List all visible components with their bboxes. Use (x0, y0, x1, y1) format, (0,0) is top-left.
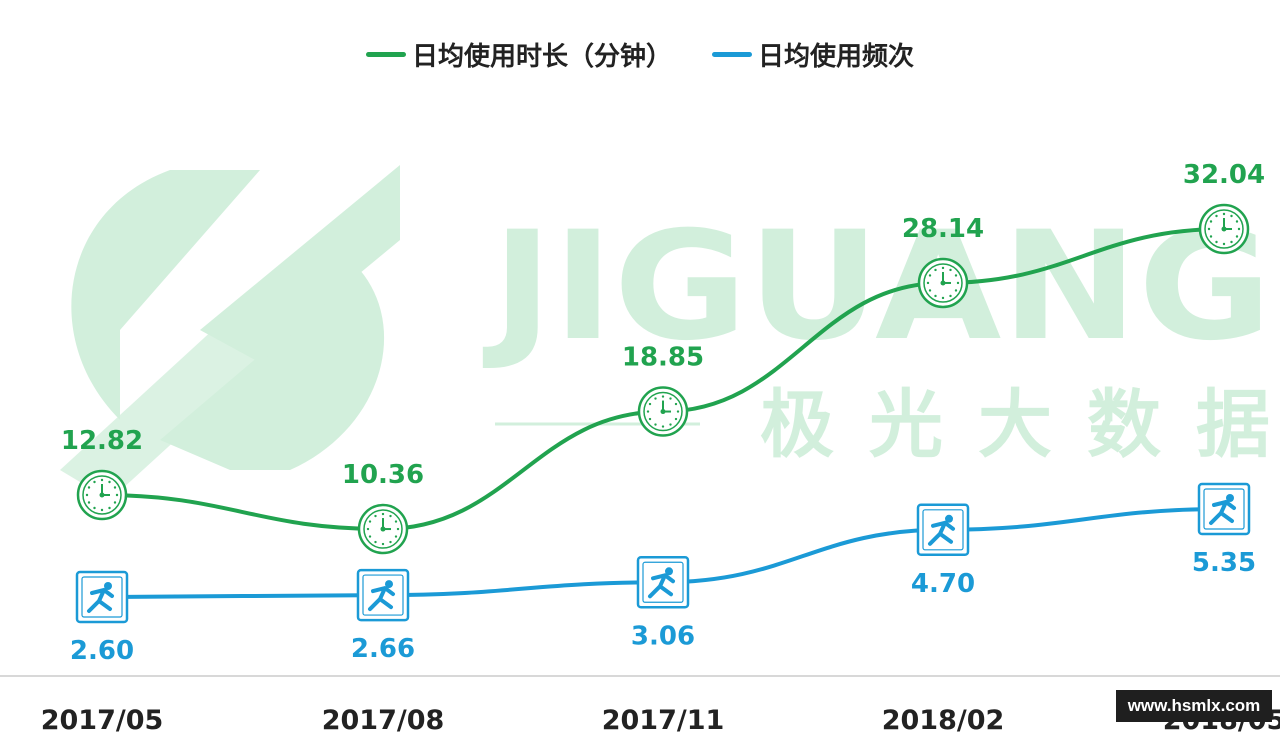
clock-icon (76, 469, 128, 521)
legend-item-duration: 日均使用时长（分钟） (365, 36, 672, 73)
data-label-frequency: 5.35 (1192, 548, 1256, 578)
legend-label-frequency: 日均使用频次 (758, 42, 915, 72)
x-tick-label: 2017/11 (602, 705, 725, 732)
data-label-duration: 32.04 (1183, 160, 1265, 190)
watermark-logo: JIGUANG 极光大数据 (60, 165, 1272, 500)
data-label-frequency: 3.06 (631, 621, 695, 651)
data-label-duration: 28.14 (902, 214, 984, 244)
watermark-brand: JIGUANG (482, 200, 1272, 374)
legend-swatch-duration (365, 52, 406, 57)
clock-icon (1198, 203, 1250, 255)
legend-item-frequency: 日均使用频次 (712, 36, 914, 73)
watermark-emblem (60, 165, 400, 500)
x-tick-label: 2017/05 (41, 705, 164, 732)
data-label-duration: 18.85 (622, 343, 704, 373)
runner-icon (1197, 482, 1251, 536)
data-label-frequency: 2.60 (70, 636, 134, 666)
x-tick-label: 2017/08 (322, 705, 445, 732)
data-label-frequency: 4.70 (911, 569, 975, 599)
x-tick-label: 2018/02 (882, 705, 1005, 732)
clock-icon (637, 386, 689, 437)
clock-icon (357, 503, 409, 555)
clock-icon (917, 257, 969, 309)
legend-swatch-frequency (712, 52, 752, 57)
legend: 日均使用时长（分钟） 日均使用频次 (0, 36, 1280, 73)
data-label-frequency: 2.66 (351, 634, 415, 664)
runner-icon (636, 556, 690, 609)
legend-label-duration: 日均使用时长（分钟） (411, 42, 672, 72)
runner-icon (916, 503, 970, 557)
data-label-duration: 12.82 (61, 426, 143, 456)
runner-icon (75, 570, 129, 624)
watermark-brand-cn: 极光大数据 (760, 382, 1270, 468)
data-label-duration: 10.36 (342, 460, 424, 490)
watermark-url: www.hsmlx.com (1116, 690, 1272, 722)
runner-icon (356, 568, 410, 622)
